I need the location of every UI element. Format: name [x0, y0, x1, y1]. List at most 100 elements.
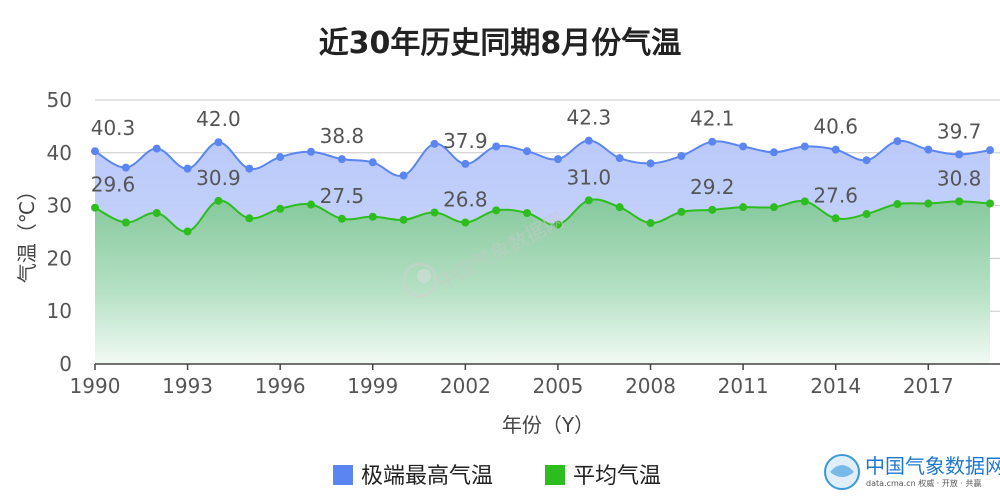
brand-site: data.cma.cn 权威 · 开放 · 共赢 [866, 478, 981, 488]
data-label-avg: 30.9 [196, 166, 241, 190]
point-high[interactable] [646, 159, 655, 168]
x-tick-label: 1996 [255, 374, 306, 398]
point-avg[interactable] [152, 208, 161, 217]
point-avg[interactable] [91, 203, 99, 212]
point-high[interactable] [553, 155, 562, 164]
point-avg[interactable] [276, 204, 285, 213]
point-avg[interactable] [831, 214, 840, 223]
x-tick-label: 2005 [532, 374, 583, 398]
data-label-high: 37.9 [443, 129, 488, 153]
point-high[interactable] [337, 155, 346, 164]
y-tick-label: 40 [47, 141, 72, 165]
x-tick-label: 1990 [70, 374, 121, 398]
point-high[interactable] [245, 164, 254, 173]
x-tick-label: 2011 [718, 374, 769, 398]
point-avg[interactable] [553, 220, 562, 229]
data-label-avg: 26.8 [443, 187, 488, 211]
brand-name: 中国气象数据网 [865, 454, 1000, 478]
point-high[interactable] [183, 164, 192, 173]
point-avg[interactable] [769, 203, 778, 212]
point-high[interactable] [955, 150, 964, 159]
point-avg[interactable] [368, 212, 377, 221]
point-high[interactable] [831, 145, 840, 154]
data-label-avg: 27.5 [320, 184, 365, 208]
point-avg[interactable] [646, 219, 655, 228]
point-high[interactable] [461, 159, 470, 168]
data-label-avg: 29.2 [690, 175, 735, 199]
point-avg[interactable] [337, 214, 346, 223]
data-label-high: 40.6 [813, 115, 858, 139]
point-avg[interactable] [955, 197, 964, 206]
point-avg[interactable] [214, 196, 223, 205]
point-avg[interactable] [708, 205, 717, 214]
point-high[interactable] [924, 145, 933, 154]
y-axis-title: 气温（℃） [15, 181, 39, 283]
point-high[interactable] [492, 142, 501, 151]
x-tick-label: 1993 [162, 374, 213, 398]
point-avg[interactable] [430, 208, 439, 217]
point-avg[interactable] [800, 197, 809, 206]
x-tick-label: 1999 [347, 374, 398, 398]
data-label-avg: 30.8 [937, 166, 982, 190]
legend-label-high[interactable]: 极端最高气温 [361, 464, 493, 489]
data-label-avg: 27.6 [813, 183, 858, 207]
point-avg[interactable] [523, 208, 532, 217]
x-tick-label: 2002 [440, 374, 491, 398]
point-high[interactable] [399, 171, 408, 180]
point-avg[interactable] [183, 227, 192, 236]
point-high[interactable] [152, 144, 161, 153]
y-tick-label: 20 [47, 246, 72, 270]
point-high[interactable] [91, 147, 99, 156]
point-avg[interactable] [862, 210, 871, 219]
x-tick-label: 2008 [625, 374, 676, 398]
y-tick-label: 0 [59, 352, 72, 376]
point-high[interactable] [615, 154, 624, 163]
point-avg[interactable] [121, 218, 130, 227]
point-high[interactable] [769, 148, 778, 157]
point-avg[interactable] [399, 215, 408, 224]
y-tick-label: 30 [47, 194, 72, 218]
point-high[interactable] [800, 142, 809, 151]
point-avg[interactable] [739, 203, 748, 212]
point-high[interactable] [368, 158, 377, 167]
legend-swatch-high[interactable] [333, 465, 353, 485]
point-high[interactable] [986, 146, 994, 155]
point-high[interactable] [307, 147, 316, 156]
point-high[interactable] [121, 163, 130, 172]
point-high[interactable] [584, 136, 593, 145]
y-tick-label: 50 [47, 88, 72, 112]
point-avg[interactable] [584, 196, 593, 205]
legend-label-avg[interactable]: 平均气温 [573, 464, 661, 489]
data-label-avg: 29.6 [91, 173, 136, 197]
point-avg[interactable] [492, 206, 501, 215]
area-avg [95, 199, 990, 364]
data-label-high: 42.3 [567, 106, 612, 130]
legend: 极端最高气温 平均气温 [333, 464, 661, 489]
legend-swatch-avg[interactable] [545, 465, 565, 485]
x-axis-title: 年份（Y） [502, 413, 594, 437]
point-avg[interactable] [461, 218, 470, 227]
point-high[interactable] [523, 147, 532, 156]
x-tick-label: 2014 [810, 374, 861, 398]
point-avg[interactable] [677, 207, 686, 216]
data-label-high: 42.1 [690, 107, 735, 131]
point-avg[interactable] [245, 214, 254, 223]
point-avg[interactable] [307, 200, 316, 209]
point-avg[interactable] [615, 203, 624, 212]
point-high[interactable] [276, 153, 285, 162]
point-high[interactable] [430, 139, 439, 148]
x-tick-label: 2017 [903, 374, 954, 398]
point-avg[interactable] [924, 199, 933, 208]
point-high[interactable] [677, 151, 686, 160]
point-high[interactable] [893, 137, 902, 146]
point-high[interactable] [214, 138, 223, 147]
point-avg[interactable] [986, 199, 994, 208]
point-high[interactable] [862, 156, 871, 165]
data-label-avg: 31.0 [567, 165, 612, 189]
point-high[interactable] [739, 142, 748, 151]
point-avg[interactable] [893, 200, 902, 209]
y-tick-label: 10 [47, 299, 72, 323]
point-high[interactable] [708, 137, 717, 146]
chart-title: 近30年历史同期8月份气温 [318, 26, 682, 61]
